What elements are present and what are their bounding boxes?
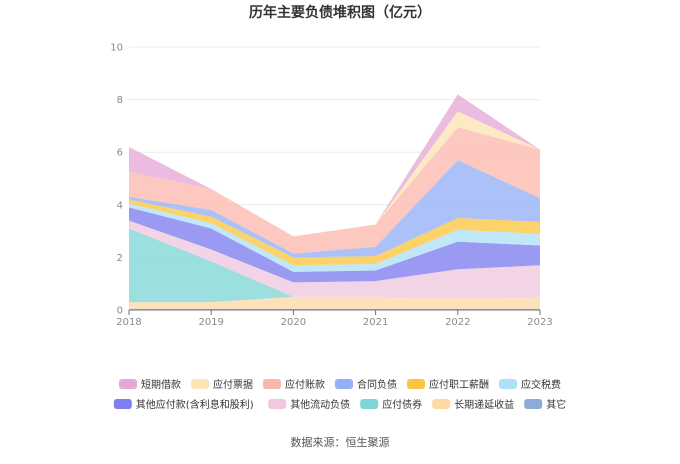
legend-swatch bbox=[360, 399, 379, 409]
area-series-2 bbox=[129, 228, 540, 303]
legend-label: 其他流动负债 bbox=[290, 398, 350, 411]
y-tick-label: 2 bbox=[117, 253, 123, 264]
x-tick-label: 2020 bbox=[281, 317, 306, 328]
legend-swatch bbox=[191, 379, 209, 389]
legend-swatch bbox=[263, 379, 281, 389]
legend-label: 短期借款 bbox=[141, 378, 181, 391]
y-tick-label: 4 bbox=[117, 200, 123, 211]
legend-label: 其它 bbox=[546, 398, 566, 411]
legend-item[interactable]: 应付职工薪酬 bbox=[407, 378, 489, 391]
legend-swatch bbox=[119, 379, 137, 389]
legend-item[interactable]: 应付债券 bbox=[360, 398, 422, 411]
legend-item[interactable]: 合同负债 bbox=[335, 378, 397, 391]
legend-label: 应付债券 bbox=[382, 398, 422, 411]
area-series-7 bbox=[129, 160, 540, 258]
y-tick-label: 0 bbox=[117, 306, 123, 317]
legend-label: 应付账款 bbox=[285, 378, 325, 391]
legend-item[interactable]: 其他应付款(含利息和股利) bbox=[113, 398, 254, 411]
legend-label: 应付职工薪酬 bbox=[429, 378, 489, 391]
y-tick-label: 10 bbox=[110, 43, 123, 54]
axes: 0 2 4 6 8 10 2018 2019 2020 2021 2022 2023 bbox=[110, 43, 552, 329]
area-series-9 bbox=[129, 111, 540, 237]
x-tick-label: 2022 bbox=[445, 317, 470, 328]
area-series-1 bbox=[129, 296, 540, 309]
legend-item[interactable]: 其它 bbox=[524, 398, 566, 411]
legend-swatch bbox=[524, 399, 543, 409]
area-series-3 bbox=[129, 220, 540, 299]
chart-title: 历年主要负债堆积图（亿元） bbox=[249, 4, 431, 21]
legend-label: 长期递延收益 bbox=[454, 398, 514, 411]
x-tick-label: 2018 bbox=[116, 317, 141, 328]
legend-swatch bbox=[268, 399, 287, 409]
area-series-4 bbox=[129, 207, 540, 283]
legend-item[interactable]: 其他流动负债 bbox=[268, 398, 350, 411]
legend-item[interactable]: 应交税费 bbox=[499, 378, 561, 391]
legend-label: 合同负债 bbox=[357, 378, 397, 391]
y-tick-label: 6 bbox=[117, 148, 123, 159]
legend-item[interactable]: 应付账款 bbox=[263, 378, 325, 391]
area-series-10 bbox=[129, 94, 540, 237]
y-tick-label: 8 bbox=[117, 95, 123, 106]
legend-swatch bbox=[335, 379, 353, 389]
x-tick-label: 2019 bbox=[198, 317, 223, 328]
legend-label: 应付票据 bbox=[213, 378, 253, 391]
legend-swatch bbox=[432, 399, 451, 409]
legend-item[interactable]: 应付票据 bbox=[191, 378, 253, 391]
legend-label: 其他应付款(含利息和股利) bbox=[136, 398, 254, 411]
legend-swatch bbox=[499, 379, 517, 389]
legend-swatch bbox=[407, 379, 425, 389]
data-source-note: 数据来源：恒生聚源 bbox=[291, 435, 390, 449]
legend-label: 应交税费 bbox=[521, 378, 561, 391]
x-tick-label: 2021 bbox=[363, 317, 388, 328]
area-series bbox=[129, 94, 540, 310]
x-tick-label: 2023 bbox=[527, 317, 552, 328]
legend-item[interactable]: 长期递延收益 bbox=[432, 398, 514, 411]
legend-swatch bbox=[113, 399, 132, 409]
area-series-5 bbox=[129, 203, 540, 272]
area-series-8 bbox=[129, 127, 540, 254]
legend-item[interactable]: 短期借款 bbox=[119, 378, 181, 391]
